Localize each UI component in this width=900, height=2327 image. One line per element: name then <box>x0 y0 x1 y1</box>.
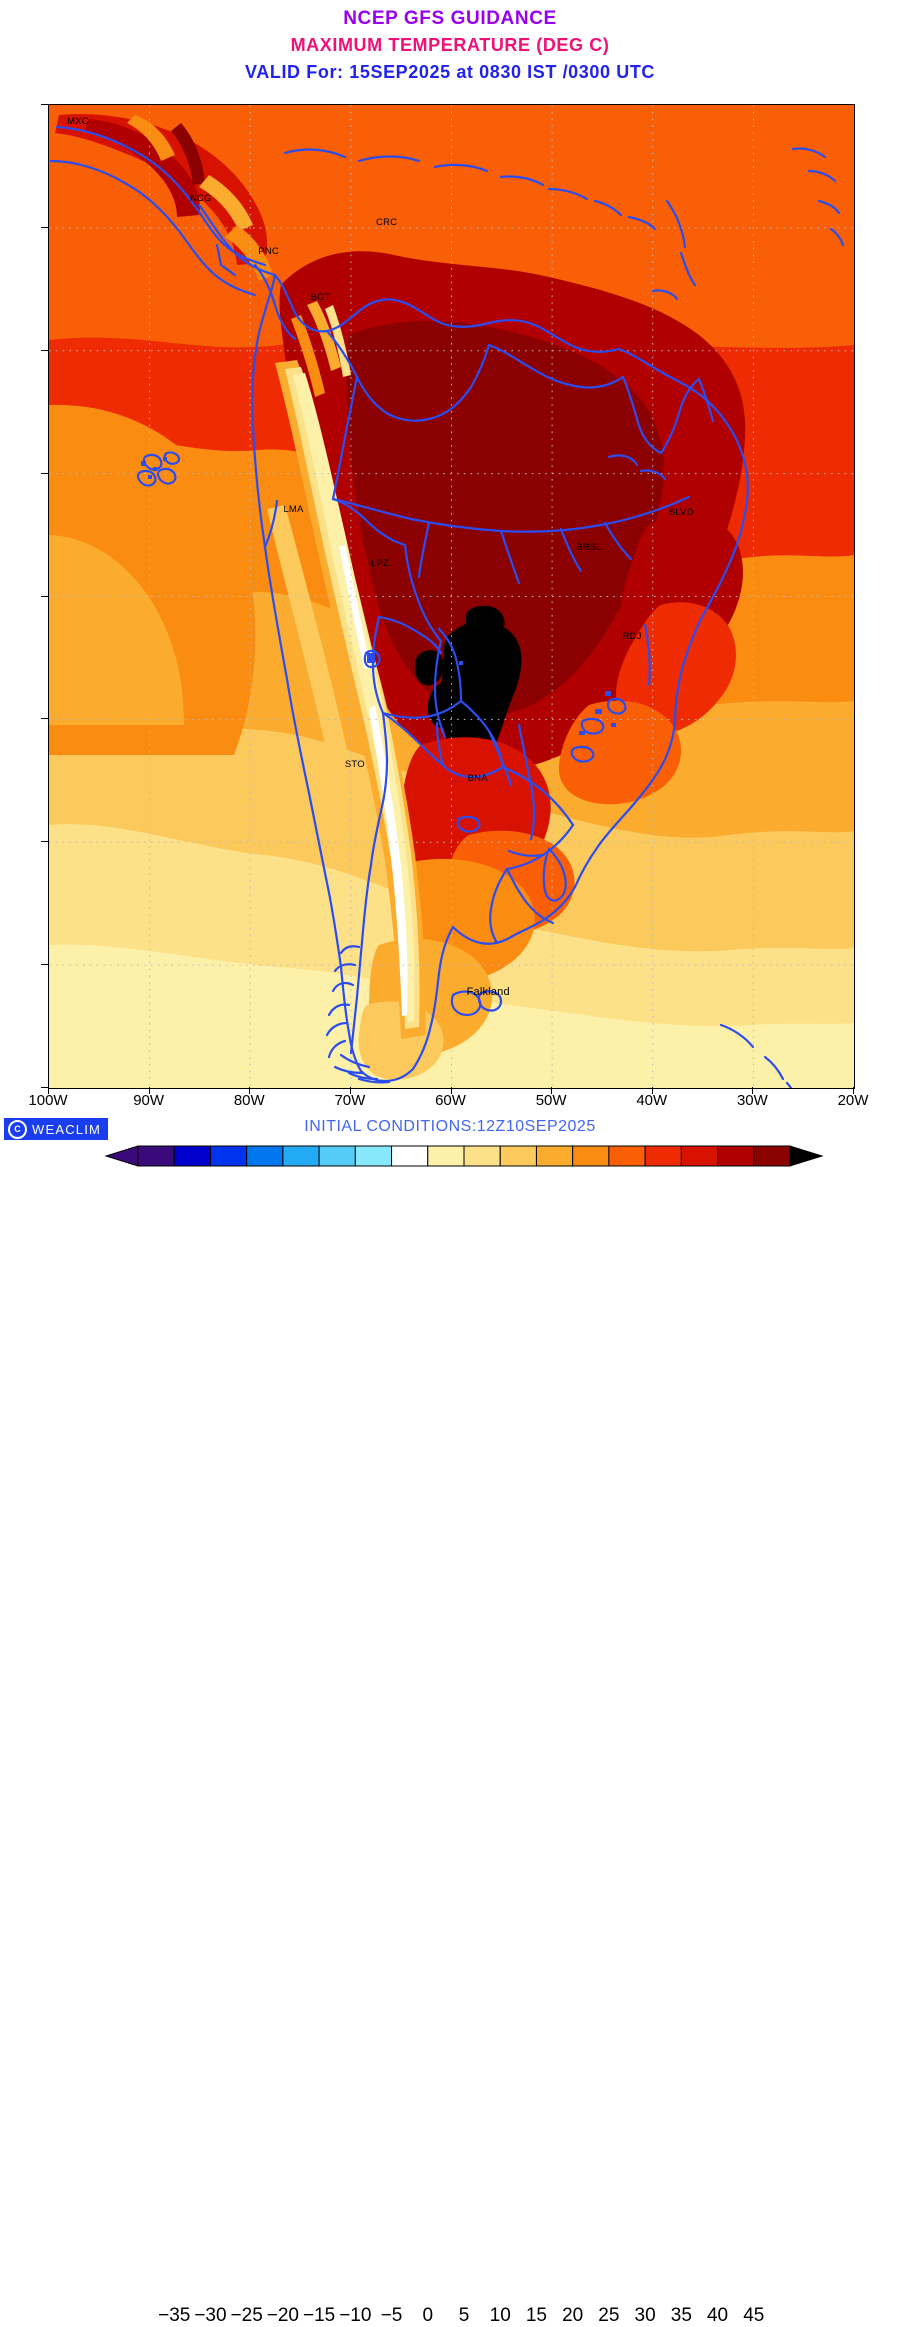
colorbar-swatches <box>104 1145 824 1167</box>
x-axis-label: 20W <box>837 1092 869 1109</box>
city-label-falkland: Falkland <box>466 986 510 998</box>
colorbar-left-cap <box>104 1145 139 1167</box>
colorbar-segment[interactable] <box>753 1145 791 1167</box>
y-axis-tick <box>41 349 48 351</box>
colorbar-tick-label: 5 <box>458 2305 470 2326</box>
map-plot-area[interactable]: MXC NCG CRC PNC BGT LMA LPZ BRSL SLVD RDJ STO BNA Fa… <box>48 104 855 1089</box>
colorbar-right-cap <box>789 1145 824 1167</box>
colorbar-tick-label: 25 <box>598 2305 620 2326</box>
colorbar-segment[interactable] <box>572 1145 610 1167</box>
colorbar-tick-label: 30 <box>634 2305 656 2326</box>
colorbar-tick-label: 35 <box>670 2305 692 2326</box>
copyright-circle-icon: C <box>8 1119 27 1139</box>
x-axis-label: 90W <box>133 1092 165 1109</box>
colorbar-segment[interactable] <box>354 1145 393 1167</box>
y-axis-tick <box>41 1087 48 1088</box>
colorbar-tick-label: 0 <box>422 2305 434 2326</box>
colorbar-segment[interactable] <box>608 1145 646 1167</box>
colorbar-tick-label: 45 <box>743 2305 765 2326</box>
colorbar-segment[interactable] <box>391 1145 429 1167</box>
y-axis-tick <box>41 226 48 228</box>
x-axis-label: 60W <box>435 1092 466 1109</box>
colorbar-tick-label: −20 <box>266 2305 299 2326</box>
colorbar-tick-label: 40 <box>706 2305 729 2326</box>
temperature-contour-field <box>49 105 854 1088</box>
y-axis-tick <box>41 472 48 474</box>
colorbar-segment[interactable] <box>717 1145 755 1167</box>
colorbar-tick-label: −5 <box>380 2305 403 2326</box>
colorbar-segment[interactable] <box>535 1145 574 1167</box>
city-label-brsl: BRSL <box>576 542 602 554</box>
colorbar-segment[interactable] <box>463 1145 501 1167</box>
x-axis-label: 50W <box>535 1092 567 1109</box>
title-block: NCEP GFS GUIDANCE MAXIMUM TEMPERATURE (D… <box>0 0 900 83</box>
x-axis-label: 80W <box>233 1092 265 1109</box>
colorbar-tick-label: −25 <box>230 2305 263 2326</box>
city-label-lpz: LPZ <box>371 558 390 570</box>
colorbar-segment[interactable] <box>318 1145 356 1167</box>
colorbar-tick-label: 15 <box>525 2305 548 2326</box>
colorbar-segment[interactable] <box>246 1145 284 1167</box>
colorbar-tick-label: −35 <box>158 2305 191 2326</box>
city-label-rdj: RDJ <box>622 630 642 642</box>
colorbar-segment[interactable] <box>137 1145 175 1167</box>
colorbar-segment[interactable] <box>282 1145 320 1167</box>
y-axis-tick <box>41 104 48 105</box>
y-axis-tick <box>41 964 48 966</box>
city-label-sto: STO <box>344 758 365 770</box>
page-title-line3: VALID For: 15SEP2025 at 0830 IST /0300 U… <box>244 62 656 82</box>
city-label-pnc: PNC <box>258 246 279 258</box>
x-axis-label: 70W <box>334 1092 366 1109</box>
colorbar-segment[interactable] <box>173 1145 211 1167</box>
city-label-ncg: NCG <box>189 193 212 205</box>
colorbar-tick-label: −10 <box>339 2305 372 2326</box>
x-axis-label: 40W <box>636 1092 668 1109</box>
colorbar-segment[interactable] <box>680 1145 719 1167</box>
weaclim-logo-text: WEACLIM <box>32 1121 102 1137</box>
initial-conditions-text: INITIAL CONDITIONS:12Z10SEP2025 <box>304 1118 596 1135</box>
city-label-bna: BNA <box>467 773 488 785</box>
colorbar-segment[interactable] <box>209 1145 248 1167</box>
colorbar-tick-label: −30 <box>194 2305 227 2326</box>
city-label-bgt: BGT <box>310 291 331 303</box>
y-axis-tick <box>41 841 48 843</box>
city-label-lma: LMA <box>283 504 304 516</box>
x-axis-label: 100W <box>28 1092 68 1109</box>
x-axis-label: 30W <box>736 1092 768 1109</box>
colorbar-legend[interactable]: −35 −30 −25 −20 −15 −10 −5 0 5 10 15 20 25 30 35 40 45 <box>0 1140 900 2326</box>
y-axis-tick <box>41 718 48 720</box>
page-title-line1: NCEP GFS GUIDANCE <box>343 8 557 29</box>
colorbar-segment[interactable] <box>644 1145 682 1167</box>
y-axis-tick <box>41 595 48 597</box>
colorbar-tick-label: 10 <box>489 2305 511 2326</box>
city-label-slvd: SLVD <box>668 506 694 518</box>
colorbar-segment[interactable] <box>499 1145 537 1167</box>
colorbar-tick-label: −15 <box>302 2305 336 2326</box>
weaclim-logo[interactable]: C WEACLIM <box>4 1118 109 1140</box>
colorbar-segment[interactable] <box>427 1145 465 1167</box>
colorbar-tick-label: 20 <box>562 2305 584 2326</box>
city-label-crc: CRC <box>376 216 398 228</box>
page-title-line2: MAXIMUM TEMPERATURE (DEG C) <box>290 35 610 55</box>
city-label-mxc: MXC <box>67 116 89 128</box>
